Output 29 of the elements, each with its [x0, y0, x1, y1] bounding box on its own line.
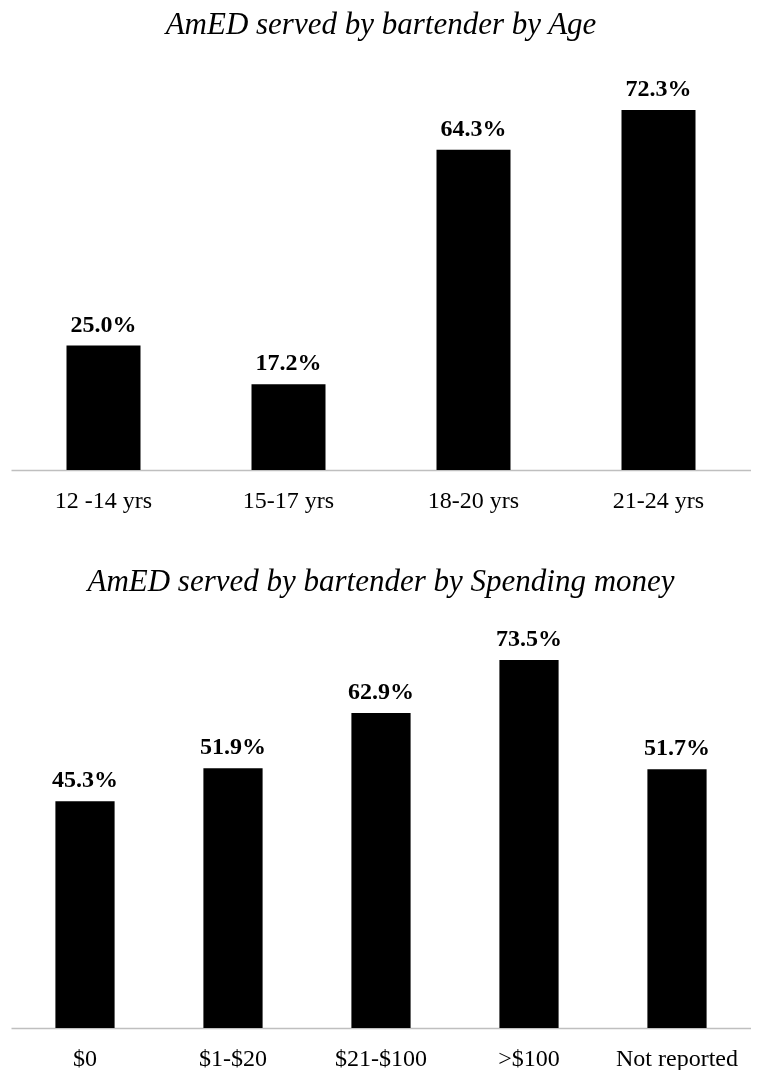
bar — [66, 345, 141, 470]
data-label: 51.7% — [644, 734, 710, 761]
x-tick-label: Not reported — [616, 1044, 738, 1071]
data-label: 62.9% — [348, 678, 414, 705]
bar — [203, 768, 263, 1028]
x-tick-label: $1-$20 — [199, 1044, 267, 1071]
x-tick-label: 18-20 yrs — [427, 486, 520, 513]
data-label: 25.0% — [70, 310, 137, 337]
data-label: 17.2% — [255, 349, 322, 376]
bar — [55, 801, 115, 1028]
x-tick-label: 21-24 yrs — [612, 486, 705, 513]
bar — [621, 110, 696, 470]
x-tick-label: >$100 — [498, 1044, 560, 1071]
bar — [436, 149, 511, 470]
x-tick-label: 15-17 yrs — [242, 486, 335, 513]
x-tick-label: $0 — [73, 1044, 97, 1071]
data-label: 73.5% — [496, 625, 562, 651]
bar — [351, 713, 411, 1028]
x-tick-label: $21-$100 — [335, 1044, 427, 1071]
bar — [499, 660, 559, 1028]
chart-title: AmED served by bartender by Age — [163, 6, 597, 41]
chart-title: AmED served by bartender by Spending money — [85, 563, 675, 598]
data-label: 45.3% — [52, 766, 118, 793]
data-label: 51.9% — [200, 733, 266, 760]
data-label: 72.3% — [625, 75, 692, 101]
bar — [647, 769, 707, 1028]
bar — [251, 384, 326, 470]
data-label: 64.3% — [440, 114, 507, 141]
x-tick-label: 12 -14 yrs — [54, 486, 153, 513]
